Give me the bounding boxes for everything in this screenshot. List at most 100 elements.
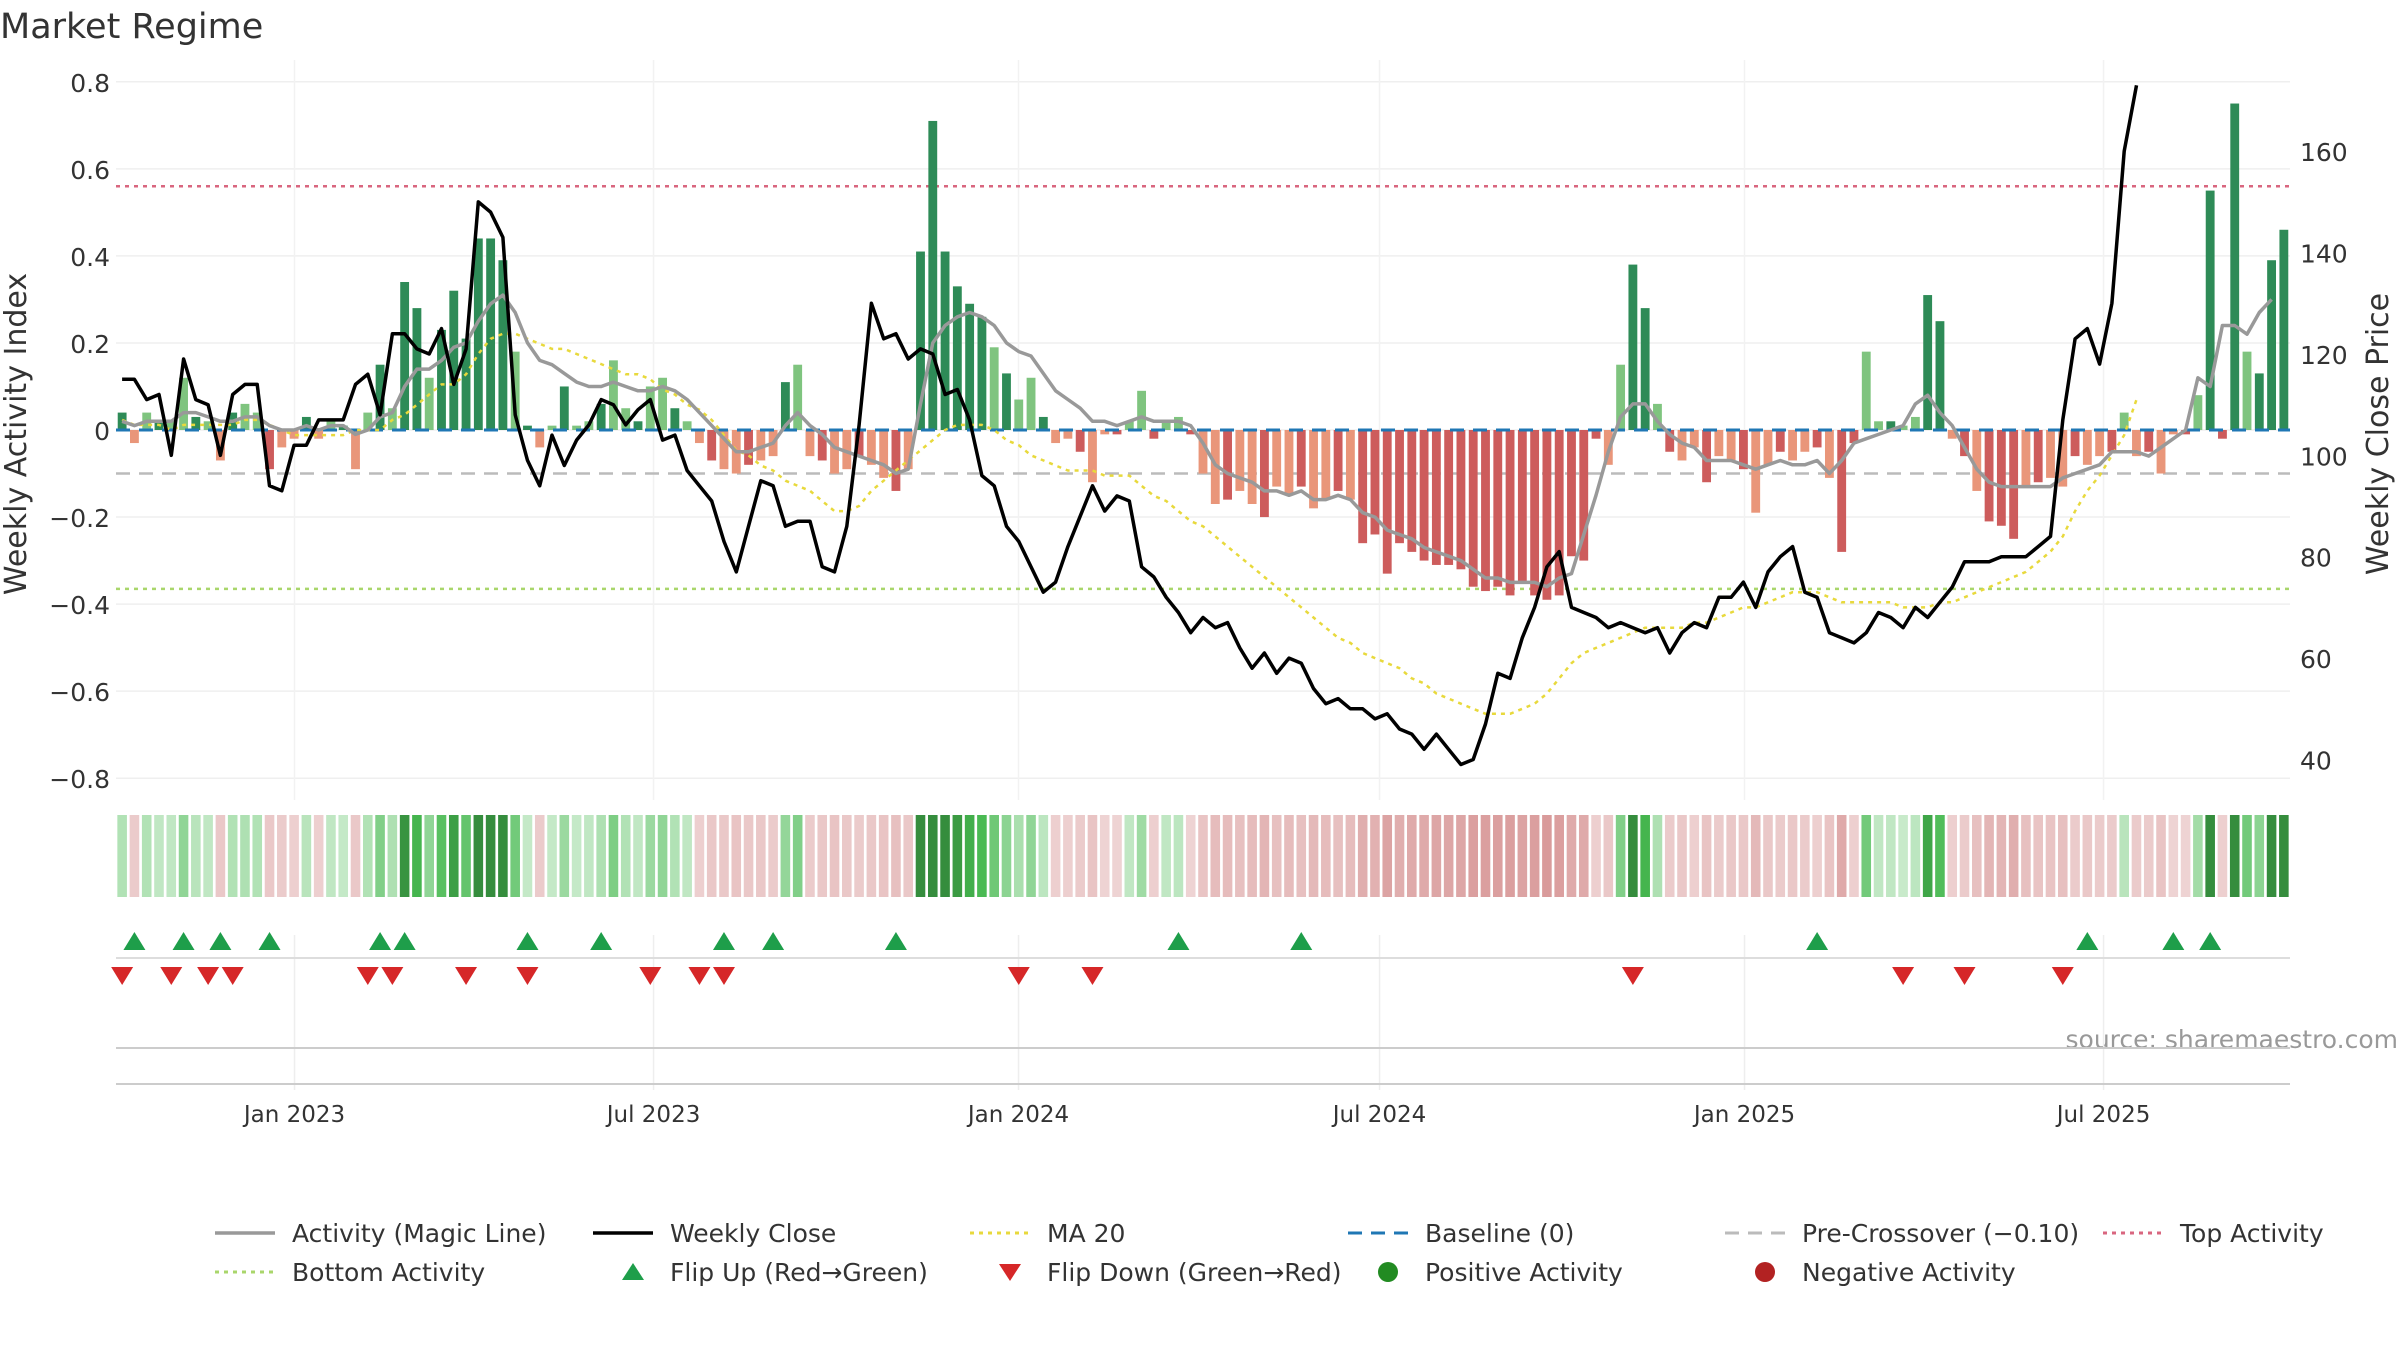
regime-strip-cell (1554, 815, 1564, 897)
regime-strip-cell (1714, 815, 1724, 897)
regime-strip-cell (461, 815, 471, 897)
activity-bar (1161, 421, 1171, 430)
activity-bar (1824, 430, 1834, 478)
flip-down-marker (639, 967, 662, 985)
regime-strip-cell (1812, 815, 1822, 897)
regime-strip-cell (706, 815, 717, 897)
flip-up-marker (393, 932, 416, 950)
regime-strip-cell (1959, 815, 1970, 897)
regime-strip-cell (1738, 815, 1749, 897)
legend-label: Flip Down (Green→Red) (1047, 1258, 1342, 1287)
activity-bar (1075, 430, 1085, 452)
regime-strip-cell (498, 815, 508, 897)
weekly-close-line (122, 84, 2139, 767)
activity-bar (535, 430, 545, 448)
flip-down-marker (1953, 967, 1976, 985)
flip-down-marker (381, 967, 404, 985)
regime-strip-cell (387, 815, 398, 897)
regime-strip-cell (559, 815, 570, 897)
legend-label: MA 20 (1047, 1219, 1125, 1248)
regime-strip-cell (1321, 815, 1331, 897)
legend-item: Flip Down (Green→Red) (999, 1258, 1342, 1287)
regime-strip-cell (436, 815, 447, 897)
flip-down-marker (2051, 967, 2074, 985)
regime-strip-cell (2156, 815, 2166, 897)
activity-bar (215, 430, 225, 461)
activity-bar (1002, 373, 1011, 430)
activity-bar (1812, 430, 1822, 448)
regime-strip-cell (1173, 815, 1184, 897)
regime-strip-cell (1750, 815, 1761, 897)
regime-strip-cell (1050, 815, 1061, 897)
regime-strip-cell (1640, 815, 1650, 897)
legend-label: Baseline (0) (1425, 1219, 1574, 1248)
regime-strip-cell (1235, 815, 1245, 897)
flip-up-marker (516, 932, 539, 950)
legend-label: Pre-Crossover (−0.10) (1802, 1219, 2079, 1248)
regime-strip-cell (448, 815, 459, 897)
regime-strip-cell (154, 815, 164, 897)
regime-strip-cell (1824, 815, 1835, 897)
y-tick-label: −0.2 (49, 504, 110, 533)
activity-bar (1591, 430, 1601, 439)
regime-strip-cell (1775, 815, 1786, 897)
regime-strip-cell (989, 815, 999, 897)
activity-bar (2095, 430, 2105, 457)
activity-bar (1984, 430, 1994, 522)
flip-down-marker (356, 967, 379, 985)
activity-bar (2082, 430, 2092, 465)
regime-strip-cell (1210, 815, 1221, 897)
activity-bar (952, 286, 962, 430)
x-tick-label: Jul 2024 (1331, 1102, 1427, 1128)
regime-strip-cell (1861, 815, 1872, 897)
activity-bar (756, 430, 766, 461)
legend-label: Top Activity (2179, 1219, 2324, 1248)
ma20-line (121, 332, 2138, 716)
activity-bar (2058, 430, 2068, 487)
flip-down-marker (516, 967, 539, 985)
activity-bar (817, 430, 827, 461)
activity-bar (965, 303, 975, 430)
regime-strip-cell (215, 815, 226, 897)
regime-strip-cell (1185, 815, 1196, 897)
regime-strip-cell (1787, 815, 1798, 897)
regime-strip-cell (191, 815, 201, 897)
y-axis-label: Weekly Activity Index (0, 273, 34, 595)
regime-strip-cell (289, 815, 299, 897)
activity-bar (1640, 308, 1650, 430)
regime-strip (117, 815, 2289, 897)
regime-strip-cell (264, 815, 275, 897)
regime-strip-cell (2033, 815, 2043, 897)
activity-bar (596, 403, 606, 430)
regime-strip-cell (1726, 815, 1736, 897)
activity-bar (1088, 430, 1097, 483)
activity-bar (1186, 430, 1196, 435)
y-tick-label: 0.2 (70, 330, 110, 359)
flip-down-marker (197, 967, 220, 985)
activity-bar (2132, 430, 2141, 457)
regime-strip-cell (1271, 815, 1282, 897)
legend-item: Baseline (0) (1348, 1219, 1574, 1248)
legend-item: Negative Activity (1755, 1258, 2016, 1287)
x-tick-label: Jan 2025 (1692, 1102, 1795, 1128)
activity-bar (2156, 430, 2166, 474)
y2-tick-label: 100 (2300, 442, 2348, 471)
activity-bar (2267, 260, 2276, 430)
regime-strip-cell (1628, 815, 1638, 897)
regime-strip-cell (1124, 815, 1135, 897)
regime-strip-cell (2217, 815, 2228, 897)
activity-bar (400, 282, 410, 430)
regime-strip-cell (1800, 815, 1810, 897)
flip-up-marker (123, 932, 146, 950)
activity-bar (780, 382, 790, 430)
regime-strip-cell (1431, 815, 1442, 897)
activity-bar (1739, 430, 1748, 470)
legend: Activity (Magic Line) Weekly Close MA 20 Ba… (215, 1219, 2324, 1287)
regime-strip-cell (1615, 815, 1626, 897)
activity-bar (1763, 430, 1773, 465)
activity-bar (1554, 430, 1564, 596)
activity-bar (437, 329, 446, 430)
regime-strip-cell (1480, 815, 1491, 897)
regime-strip-cell (719, 815, 729, 897)
